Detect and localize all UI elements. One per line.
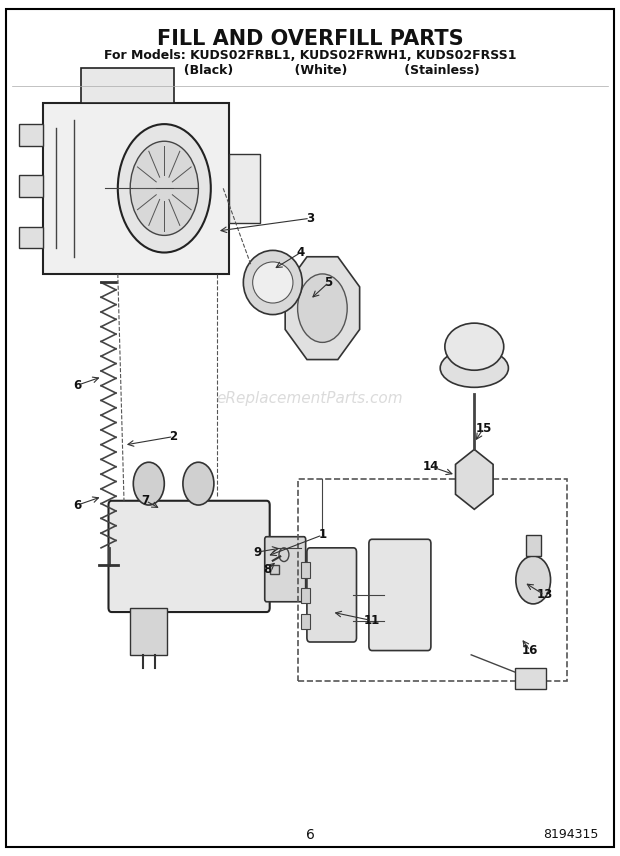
Bar [301, 588, 310, 603]
Bar [19, 227, 43, 248]
Text: 13: 13 [536, 588, 552, 602]
Text: 1: 1 [318, 528, 327, 542]
Text: 6: 6 [73, 378, 82, 392]
Ellipse shape [243, 251, 303, 315]
FancyBboxPatch shape [369, 539, 431, 651]
Text: 6: 6 [73, 498, 82, 512]
Text: 2: 2 [169, 430, 178, 443]
Bar [270, 565, 279, 574]
Text: eReplacementParts.com: eReplacementParts.com [216, 390, 404, 406]
Text: 6: 6 [306, 828, 314, 841]
Bar [298, 479, 567, 681]
Bar [301, 562, 310, 578]
FancyBboxPatch shape [265, 537, 306, 602]
Ellipse shape [445, 324, 503, 370]
Bar [301, 614, 310, 629]
Bar [19, 175, 43, 197]
Bar [19, 124, 43, 146]
Text: 14: 14 [423, 460, 439, 473]
Text: For Models: KUDS02FRBL1, KUDS02FRWH1, KUDS02FRSS1: For Models: KUDS02FRBL1, KUDS02FRWH1, KU… [104, 49, 516, 62]
Bar [229, 154, 260, 223]
Circle shape [133, 462, 164, 505]
Text: 7: 7 [141, 494, 150, 508]
Bar [526, 534, 541, 556]
Text: 9: 9 [253, 545, 262, 559]
Text: 3: 3 [306, 211, 314, 225]
Text: 8194315: 8194315 [542, 828, 598, 841]
Text: (Black)              (White)             (Stainless): (Black) (White) (Stainless) [140, 63, 480, 77]
FancyBboxPatch shape [307, 548, 356, 642]
Bar [130, 608, 167, 655]
Bar [81, 68, 174, 103]
Ellipse shape [440, 349, 508, 387]
Text: 8: 8 [264, 562, 272, 576]
FancyBboxPatch shape [108, 501, 270, 612]
Bar [515, 668, 546, 689]
FancyBboxPatch shape [43, 103, 229, 274]
Ellipse shape [253, 262, 293, 303]
Circle shape [130, 141, 198, 235]
Text: 16: 16 [522, 644, 538, 657]
Circle shape [183, 462, 214, 505]
Circle shape [279, 548, 289, 562]
Text: 5: 5 [324, 276, 333, 289]
Text: 4: 4 [296, 246, 305, 259]
Circle shape [118, 124, 211, 253]
Circle shape [298, 274, 347, 342]
Text: 11: 11 [364, 614, 380, 627]
Text: FILL AND OVERFILL PARTS: FILL AND OVERFILL PARTS [157, 28, 463, 49]
Text: 15: 15 [476, 421, 492, 435]
Circle shape [516, 556, 551, 604]
